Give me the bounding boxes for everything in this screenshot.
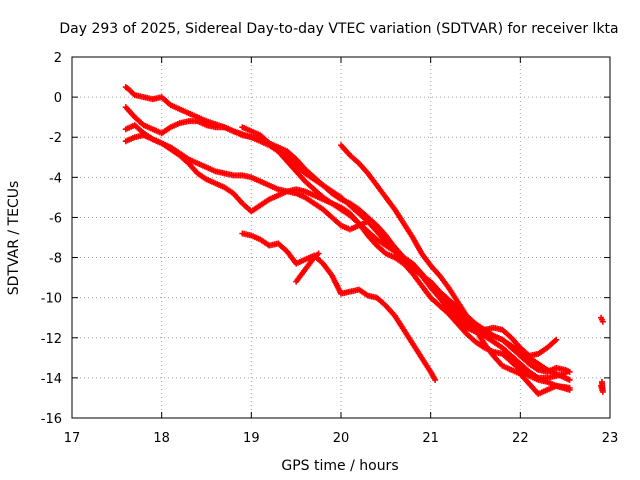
y-tick-label: 0 [54,91,62,106]
y-tick-label: -10 [41,292,62,307]
y-tick-label: -4 [49,171,62,186]
data-point [566,384,573,391]
y-axis-label: SDTVAR / TECUs [6,181,22,296]
data-point [562,370,569,377]
y-tick-label: -8 [49,252,62,267]
x-tick-label: 18 [153,431,170,446]
data-point [566,368,573,375]
y-tick-label: -6 [49,211,62,226]
series-track-1 [122,84,573,383]
series-track-8 [293,250,322,285]
x-tick-label: 22 [512,431,529,446]
series-track-6 [338,142,573,397]
x-tick-label: 19 [243,431,260,446]
x-tick-label: 23 [602,431,619,446]
y-tick-label: -16 [41,412,62,427]
grid [72,57,610,418]
data-point [598,378,605,385]
data-point [315,250,322,257]
series-track-5 [239,124,573,393]
data-marks [122,84,606,397]
y-tick-label: -2 [49,131,62,146]
series-track-7 [239,230,439,383]
data-point [553,336,560,343]
series-track-4 [122,132,560,359]
x-tick-label: 21 [422,431,439,446]
data-point [432,376,439,383]
y-tick-label: 2 [54,51,62,66]
x-axis-label: GPS time / hours [281,458,398,474]
chart-title: Day 293 of 2025, Sidereal Day-to-day VTE… [59,21,618,37]
x-tick-label: 17 [64,431,81,446]
series-track-9 [598,314,606,395]
data-point [599,318,606,325]
y-tick-label: -12 [41,332,62,347]
data-point [566,376,573,383]
y-tick-label: -14 [41,372,62,387]
x-tick-label: 20 [333,431,350,446]
